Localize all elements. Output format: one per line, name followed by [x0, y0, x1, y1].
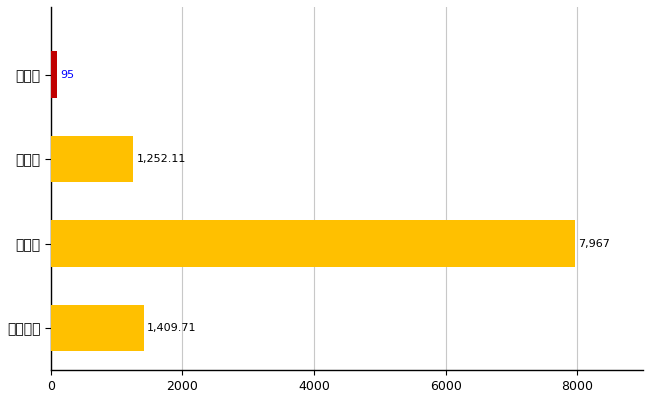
- Text: 95: 95: [60, 70, 75, 80]
- Text: 7,967: 7,967: [578, 238, 610, 248]
- Bar: [51, 136, 133, 182]
- Bar: [51, 305, 144, 351]
- Text: 1,252.11: 1,252.11: [136, 154, 186, 164]
- Bar: [51, 51, 57, 98]
- Text: 1,409.71: 1,409.71: [147, 323, 196, 333]
- Bar: [51, 220, 575, 267]
